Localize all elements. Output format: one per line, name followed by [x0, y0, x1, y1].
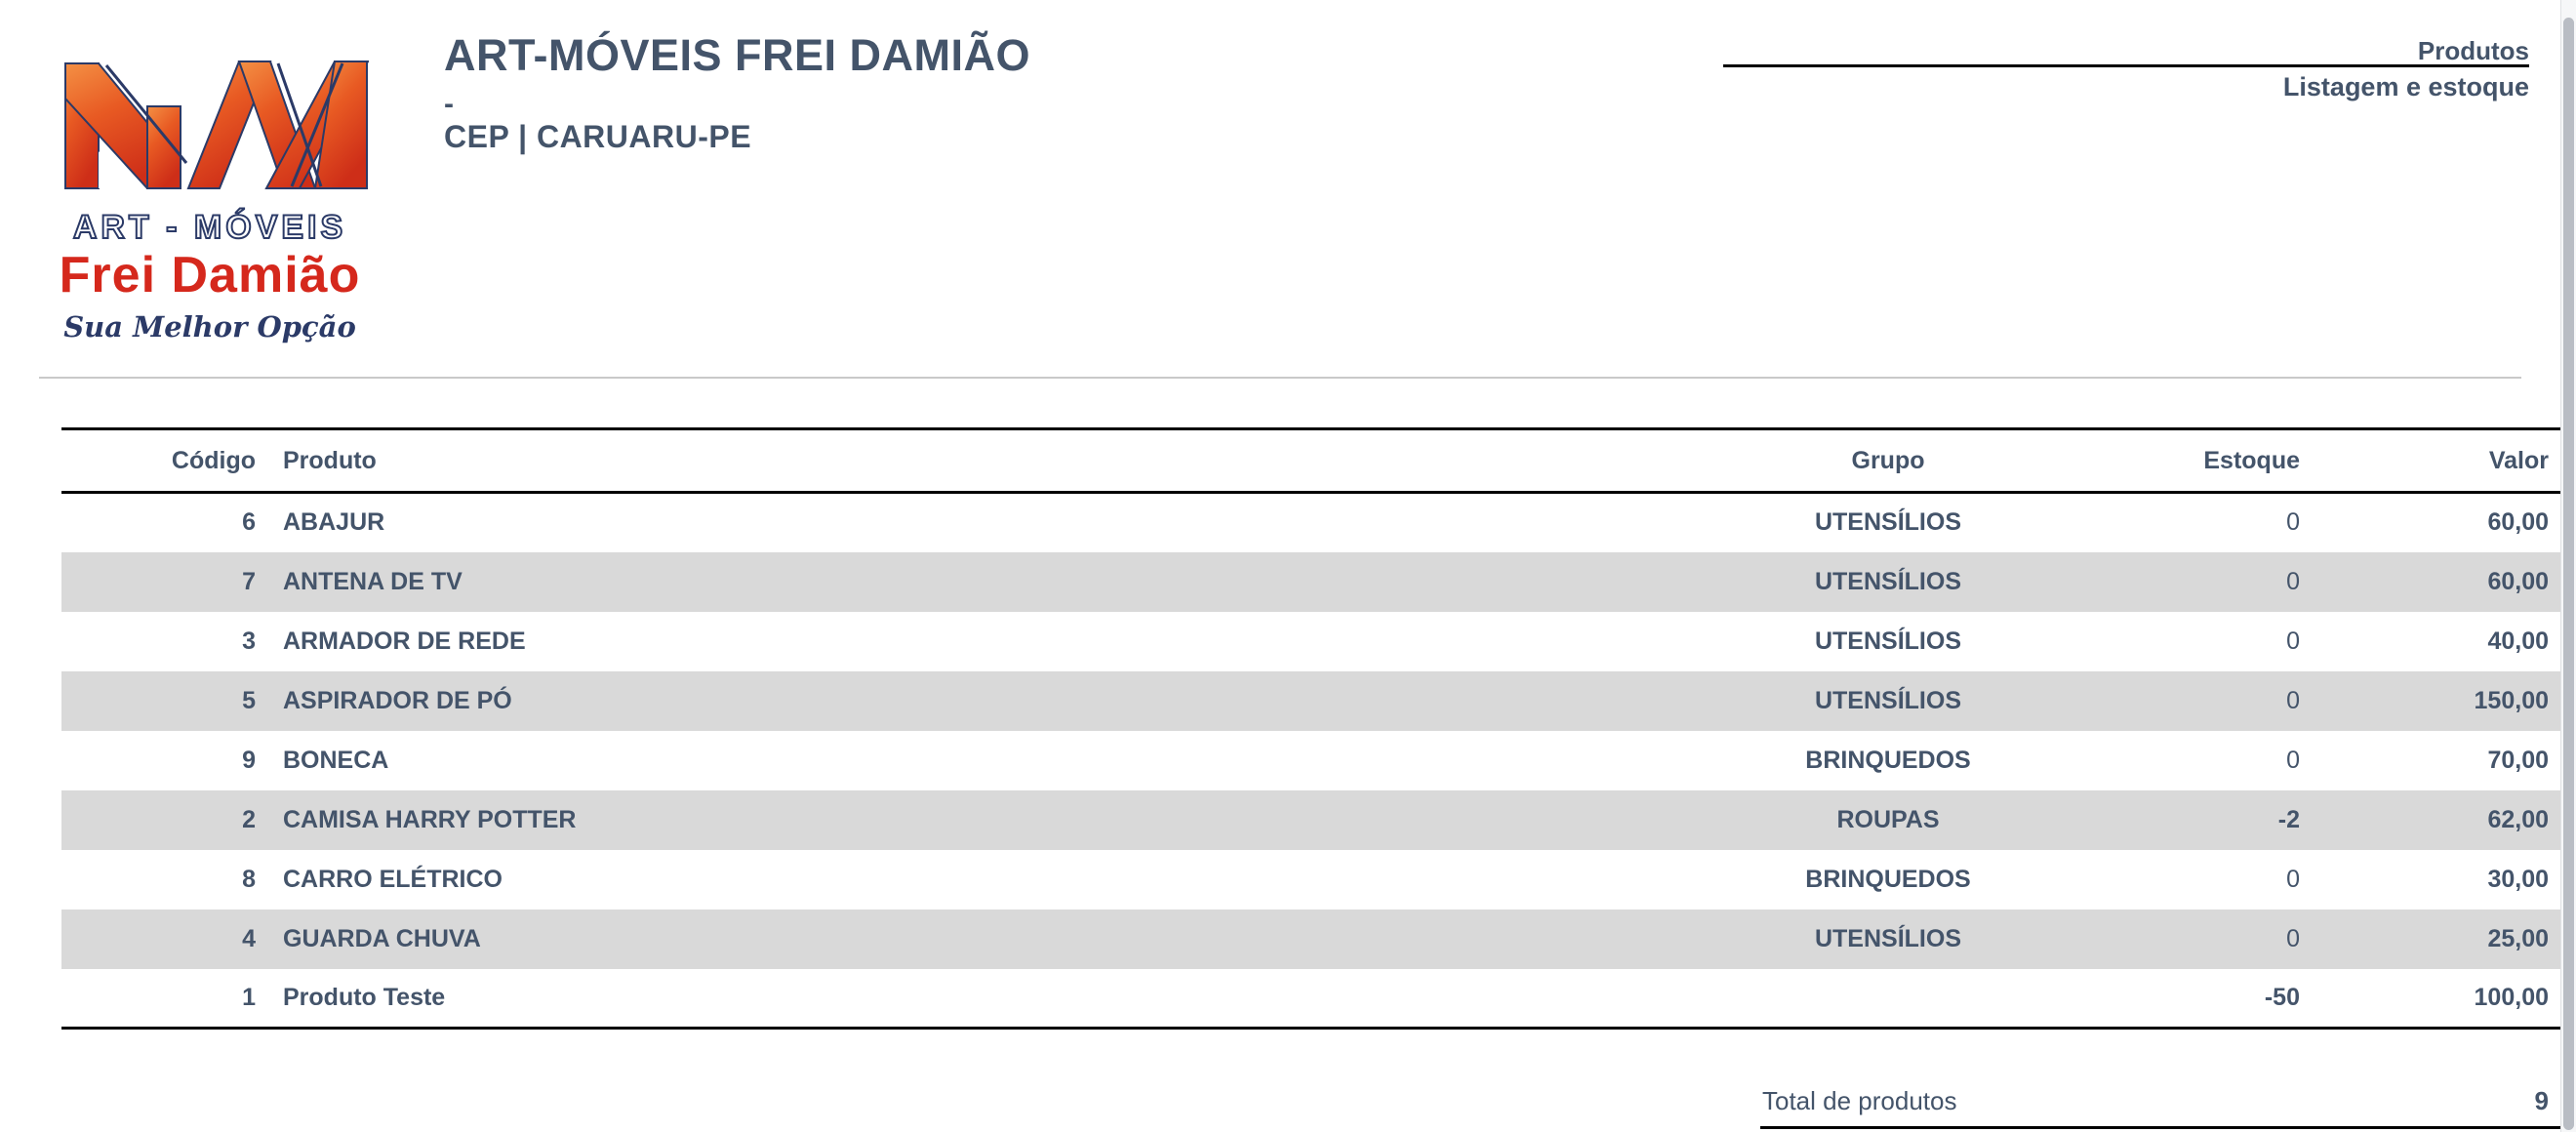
cell-codigo: 8 [242, 865, 256, 893]
cell-estoque: 0 [2286, 746, 2300, 774]
vertical-scrollbar-track[interactable] [2560, 0, 2576, 1132]
table-row: 6 ABAJUR UTENSÍLIOS 0 60,00 [61, 493, 2561, 552]
cell-valor: 40,00 [2487, 627, 2549, 655]
report-title-rule [1723, 64, 2529, 67]
cell-produto: ARMADOR DE REDE [283, 627, 526, 655]
total-products-label: Total de produtos [1762, 1086, 1957, 1115]
cell-produto: ANTENA DE TV [283, 567, 463, 595]
cell-produto: CAMISA HARRY POTTER [283, 805, 577, 833]
cell-produto: GUARDA CHUVA [283, 924, 481, 952]
table-row: 2 CAMISA HARRY POTTER ROUPAS -2 62,00 [61, 789, 2561, 850]
column-header-valor: Valor [2488, 446, 2549, 474]
report-subtitle: Listagem e estoque [2282, 72, 2529, 101]
table-header: Código Produto Grupo Estoque Valor [61, 429, 2561, 493]
cell-codigo: 4 [242, 924, 256, 952]
company-title: ART-MÓVEIS FREI DAMIÃO [444, 30, 1031, 80]
cell-estoque: 0 [2286, 567, 2300, 595]
total-rule [1760, 1126, 2561, 1129]
column-header-produto: Produto [283, 446, 377, 474]
company-address: CEP | CARUARU-PE [444, 119, 752, 154]
cell-grupo: UTENSÍLIOS [1814, 627, 1961, 655]
logo-text-frei-damiao: Frei Damião [59, 247, 361, 303]
cell-codigo: 3 [242, 627, 256, 655]
cell-valor: 100,00 [2474, 983, 2549, 1011]
cell-valor: 150,00 [2474, 686, 2549, 714]
cell-valor: 60,00 [2487, 508, 2549, 537]
cell-valor: 60,00 [2487, 567, 2549, 595]
cell-estoque: 0 [2286, 508, 2300, 537]
cell-estoque: -2 [2277, 805, 2300, 833]
table-row: 5 ASPIRADOR DE PÓ UTENSÍLIOS 0 150,00 [61, 670, 2561, 731]
company-logo-mark-icon [64, 61, 369, 189]
table-row: 7 ANTENA DE TV UTENSÍLIOS 0 60,00 [61, 551, 2561, 612]
table-row: 1 Produto Teste -50 100,00 [61, 969, 2561, 1029]
cell-produto: Produto Teste [283, 983, 446, 1011]
logo-text-art-moveis: ART - MÓVEIS [72, 208, 347, 247]
cell-grupo: UTENSÍLIOS [1814, 567, 1961, 595]
header-separator-line [39, 377, 2521, 379]
cell-grupo: UTENSÍLIOS [1814, 508, 1961, 537]
cell-estoque: 0 [2286, 865, 2300, 893]
cell-codigo: 7 [242, 567, 256, 595]
column-header-estoque: Estoque [2203, 446, 2300, 474]
cell-produto: ABAJUR [283, 508, 385, 537]
cell-grupo: UTENSÍLIOS [1814, 686, 1961, 714]
cell-codigo: 5 [242, 686, 256, 714]
cell-grupo: BRINQUEDOS [1805, 746, 1971, 774]
cell-codigo: 2 [242, 805, 256, 833]
cell-estoque: 0 [2286, 686, 2300, 714]
cell-estoque: 0 [2286, 924, 2300, 952]
column-header-grupo: Grupo [1851, 446, 1925, 474]
table-row: 4 GUARDA CHUVA UTENSÍLIOS 0 25,00 [61, 909, 2561, 969]
report-title: Produtos [2417, 36, 2529, 65]
cell-grupo: ROUPAS [1836, 805, 1940, 833]
cell-valor: 25,00 [2487, 924, 2549, 952]
cell-produto: CARRO ELÉTRICO [283, 865, 503, 893]
cell-valor: 30,00 [2487, 865, 2549, 893]
cell-estoque: -50 [2264, 983, 2300, 1011]
cell-codigo: 1 [242, 983, 256, 1011]
total-products-value: 9 [2534, 1086, 2549, 1115]
cell-grupo: BRINQUEDOS [1805, 865, 1971, 893]
table-row: 9 BONECA BRINQUEDOS 0 70,00 [61, 731, 2561, 790]
cell-codigo: 6 [242, 508, 256, 537]
vertical-scrollbar-thumb[interactable] [2563, 18, 2574, 1130]
cell-estoque: 0 [2286, 627, 2300, 655]
company-dash: - [444, 88, 454, 120]
cell-produto: ASPIRADOR DE PÓ [283, 686, 512, 714]
column-header-codigo: Código [171, 446, 256, 474]
products-table: Código Produto Grupo Estoque Valor 6 ABAJ… [61, 427, 2561, 1030]
cell-grupo [1610, 969, 2166, 1029]
cell-produto: BONECA [283, 746, 389, 774]
cell-grupo: UTENSÍLIOS [1814, 924, 1961, 952]
cell-codigo: 9 [242, 746, 256, 774]
table-body: 6 ABAJUR UTENSÍLIOS 0 60,00 7 ANTENA DE TV UTEN… [61, 493, 2561, 1029]
cell-valor: 70,00 [2487, 746, 2549, 774]
cell-valor: 62,00 [2487, 805, 2549, 833]
logo-tagline: Sua Melhor Opção [63, 310, 356, 344]
table-header-row: Código Produto Grupo Estoque Valor [61, 429, 2561, 493]
table-row: 3 ARMADOR DE REDE UTENSÍLIOS 0 40,00 [61, 612, 2561, 671]
table-row: 8 CARRO ELÉTRICO BRINQUEDOS 0 30,00 [61, 850, 2561, 910]
